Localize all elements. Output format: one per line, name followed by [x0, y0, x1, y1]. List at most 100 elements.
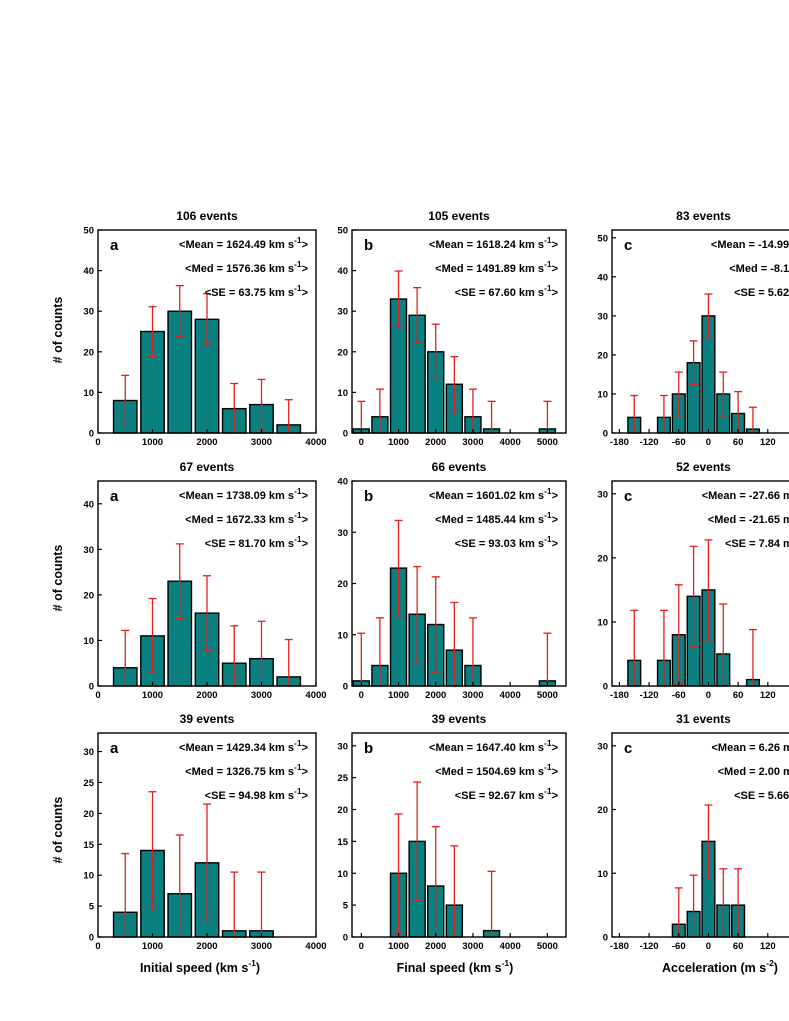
annotation-close: >: [552, 742, 558, 754]
panel-title: 39 events: [432, 712, 487, 726]
y-tick-label: 20: [83, 347, 94, 358]
x-tick-label: 4000: [500, 690, 521, 701]
x-tick-label: -60: [672, 941, 686, 952]
panel-r1-a: 106 events 0 10 20 30 40 50 0 1000 2000 3000 4000 a <…: [83, 209, 326, 448]
x-tick-label: 60: [733, 437, 744, 448]
annotation-close: >: [302, 790, 308, 802]
x-tick-label: 0: [706, 941, 711, 952]
annotation-sup: -1: [544, 510, 552, 520]
annotation-sup: -1: [294, 762, 302, 772]
stat-annotation: <Mean = 6.26 m s: [712, 742, 789, 754]
panel-r1-c: 83 events 0 10 20 30 40 50 -180 -120 -60 0 60 120 c <M…: [597, 209, 789, 448]
annotation-text: <SE = 81.70 km s: [205, 538, 294, 550]
x-tick-label: 60: [733, 941, 744, 952]
stat-annotation: <Med = 1491.89 km s-1>: [435, 259, 558, 275]
y-tick-label: 0: [343, 682, 348, 693]
y-tick-label: 30: [83, 545, 94, 556]
annotation-text: <Med = 1576.36 km s: [185, 263, 294, 275]
annotation-text: <Mean = 6.26 m s: [712, 742, 789, 754]
stat-annotation: <Mean = 1738.09 km s-1>: [179, 486, 308, 502]
stat-annotation: <Mean = -27.66 m s: [702, 490, 789, 502]
y-tick-label: 10: [337, 869, 348, 880]
annotation-text: <Med = 1672.33 km s: [185, 514, 294, 526]
annotation-sup: -1: [544, 486, 552, 496]
annotation-close: >: [302, 490, 308, 502]
plot-frame: [351, 732, 567, 938]
y-axis-label-row1: # of counts: [51, 297, 65, 364]
panel-r3-b: 39 events 0 5 10 15 20 25 30 0 1000 2000 3000 4000 50…: [337, 712, 567, 952]
x-axis-labels: Initial speed (km s-1) Final speed (km s-…: [140, 958, 778, 975]
y-tick-label: 10: [597, 389, 608, 400]
y-tick-label: 20: [597, 553, 608, 564]
annotation-sup: -1: [544, 235, 552, 245]
y-tick-label: 0: [603, 682, 608, 693]
x-tick-label: 3000: [462, 941, 483, 952]
y-tick-label: 30: [337, 307, 348, 318]
annotation-text: <Mean = -14.99 m: [711, 239, 789, 251]
y-tick-label: 50: [337, 226, 348, 237]
stat-annotation: <Med = 1672.33 km s-1>: [185, 510, 308, 526]
y-tick-label: 0: [343, 429, 348, 440]
x-axis-label: Initial speed (km s-1): [140, 958, 260, 975]
x-tick-label: -60: [672, 437, 686, 448]
annotation-sup: -1: [294, 259, 302, 269]
panel-title: 83 events: [676, 209, 731, 223]
annotation-text: <SE = 94.98 km s: [205, 790, 294, 802]
y-tick-label: 20: [83, 809, 94, 820]
x-tick-label: 1000: [142, 690, 163, 701]
y-tick-label: 40: [83, 266, 94, 277]
stat-annotation: <SE = 81.70 km s-1>: [205, 534, 308, 550]
y-tick-label: 0: [603, 429, 608, 440]
panel-r1-b: 105 events 0 10 20 30 40 50 0 1000 2000 3000 4000 50…: [337, 209, 567, 448]
x-tick-label: 1000: [388, 941, 409, 952]
x-tick-label: 4000: [305, 941, 326, 952]
stat-annotation: <SE = 67.60 km s-1>: [455, 283, 558, 299]
x-tick-label: 0: [706, 690, 711, 701]
annotation-text: <SE = 5.66 m: [734, 790, 789, 802]
x-tick-label: 0: [95, 437, 100, 448]
annotation-close: >: [552, 538, 558, 550]
stat-annotation: <Med = 2.00 m s: [718, 766, 789, 778]
x-tick-label: -180: [610, 941, 629, 952]
annotation-sup: -1: [544, 762, 552, 772]
panel-letter: c: [624, 740, 632, 757]
y-tick-label: 0: [89, 429, 94, 440]
x-tick-label: 60: [733, 690, 744, 701]
y-tick-label: 15: [337, 837, 348, 848]
x-tick-label: 2000: [425, 437, 446, 448]
y-tick-label: 10: [597, 869, 608, 880]
x-tick-label: 0: [359, 690, 364, 701]
annotation-close: >: [552, 239, 558, 251]
annotation-close: >: [302, 538, 308, 550]
y-tick-label: 5: [89, 902, 95, 913]
stat-annotation: <Med = -8.1 m: [729, 263, 789, 275]
panel-title: 105 events: [428, 209, 490, 223]
x-tick-label: 120: [760, 941, 776, 952]
annotation-sup: -1: [544, 534, 552, 544]
y-axis-label-row2: # of counts: [51, 545, 65, 612]
stat-annotation: <SE = 7.84 m s: [725, 538, 789, 550]
annotation-sup: -1: [294, 786, 302, 796]
x-axis-label-text: Initial speed (km s: [140, 961, 248, 975]
annotation-text: <Mean = 1601.02 km s: [429, 490, 544, 502]
annotation-text: <Med = 1504.69 km s: [435, 766, 544, 778]
panel-title: 106 events: [176, 209, 238, 223]
y-tick-label: 10: [597, 617, 608, 628]
annotation-close: >: [552, 287, 558, 299]
panel-letter: b: [364, 488, 373, 505]
annotation-text: <SE = 93.03 km s: [455, 538, 544, 550]
y-tick-label: 30: [337, 741, 348, 752]
y-tick-label: 20: [597, 350, 608, 361]
annotation-text: <Mean = 1738.09 km s: [179, 490, 294, 502]
x-tick-label: 3000: [251, 690, 272, 701]
x-tick-label: 1000: [142, 941, 163, 952]
stat-annotation: <Med = 1576.36 km s-1>: [185, 259, 308, 275]
annotation-text: <Med = 1491.89 km s: [435, 263, 544, 275]
annotation-text: <Med = 1326.75 km s: [185, 766, 294, 778]
y-tick-label: 50: [83, 226, 94, 237]
y-tick-label: 30: [83, 747, 94, 758]
annotation-sup: -1: [544, 738, 552, 748]
y-tick-label: 10: [337, 388, 348, 399]
